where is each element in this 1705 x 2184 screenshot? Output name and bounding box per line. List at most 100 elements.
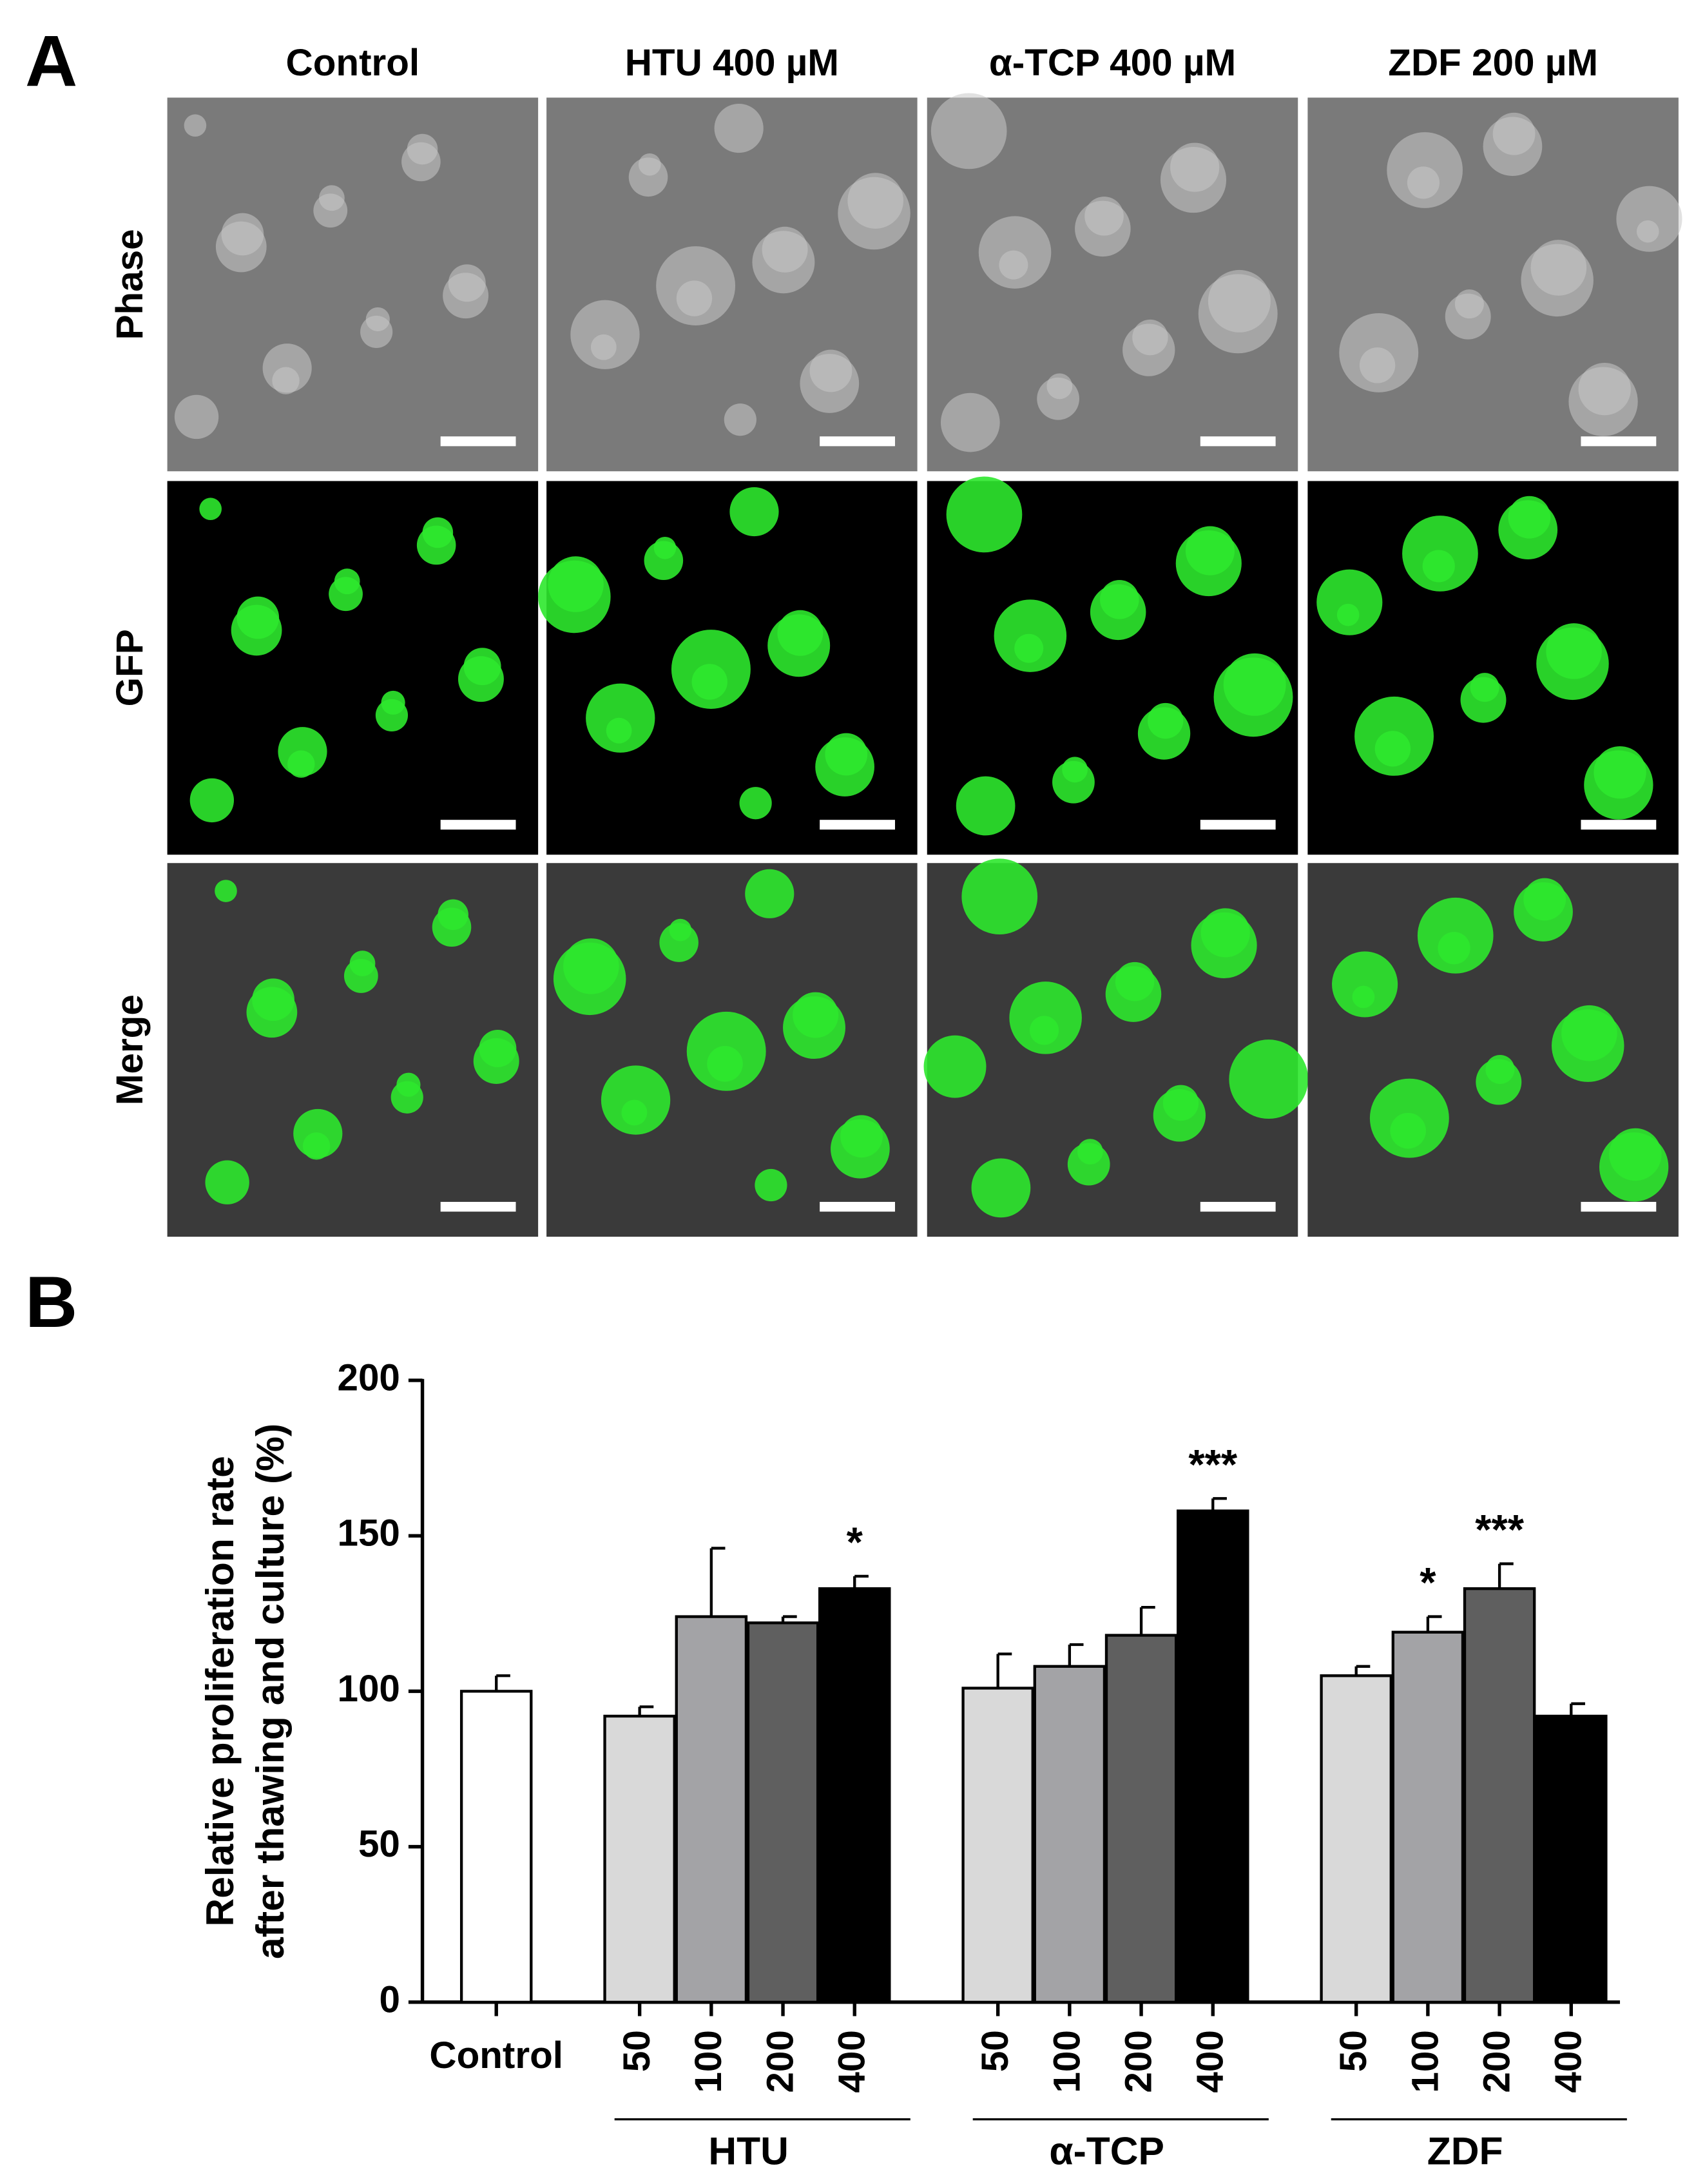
cell-cluster — [762, 226, 808, 273]
scale-bar — [440, 1201, 516, 1212]
cell-cluster — [1492, 112, 1536, 155]
row-label: GFP — [109, 629, 151, 706]
cell-cluster — [319, 185, 345, 211]
y-tick-label: 0 — [379, 1978, 400, 2020]
scale-bar — [440, 820, 516, 830]
cell-cluster — [1316, 569, 1383, 635]
bar — [459, 1690, 533, 2004]
cell-cluster — [334, 568, 360, 595]
x-tick-label: Control — [429, 2034, 563, 2076]
cell-cluster — [1387, 132, 1463, 208]
cell-cluster — [825, 733, 868, 776]
column-header: HTU 400 µM — [625, 42, 839, 84]
y-axis-label: after thawing and culture (%) — [248, 1424, 292, 1959]
bar — [1320, 1674, 1392, 2004]
cell-cluster — [714, 103, 764, 153]
cell-cluster — [1530, 240, 1587, 296]
cell-cluster — [1546, 623, 1602, 679]
cell-cluster — [1115, 962, 1155, 1001]
x-tick-label: 200 — [759, 2030, 801, 2092]
x-tick-label: 50 — [1333, 2030, 1374, 2072]
cell-cluster — [1062, 757, 1088, 783]
y-axis-label: Relative proliferation rate — [198, 1456, 242, 1926]
cell-cluster — [252, 978, 294, 1021]
cell-cluster — [1609, 1128, 1662, 1181]
cell-cluster — [262, 343, 312, 393]
cell-cluster — [1046, 373, 1073, 400]
cell-cluster — [739, 787, 772, 820]
cell-cluster — [438, 899, 468, 931]
cell-cluster — [1208, 269, 1271, 333]
group-label: α-TCP — [1049, 2129, 1164, 2173]
x-tick-label: 400 — [1190, 2030, 1231, 2092]
cell-cluster — [755, 1168, 787, 1202]
scale-bar — [1581, 1201, 1657, 1212]
cell-cluster — [236, 596, 280, 639]
cell-cluster — [724, 403, 756, 436]
bar — [603, 1714, 676, 2004]
cell-cluster — [994, 599, 1067, 672]
y-tick-label: 150 — [337, 1512, 400, 1554]
cell-cluster — [1561, 1005, 1617, 1061]
cell-cluster — [745, 869, 795, 918]
cell-cluster — [1508, 496, 1551, 539]
cell-cluster — [1616, 186, 1682, 252]
cell-cluster — [809, 349, 852, 392]
cell-cluster — [199, 498, 222, 521]
column-header: ZDF 200 µM — [1388, 42, 1598, 84]
cell-cluster — [840, 1115, 883, 1158]
cell-cluster — [548, 556, 604, 612]
x-tick-label: 100 — [688, 2030, 729, 2092]
panel-label: A — [25, 21, 77, 102]
bar — [1463, 1587, 1536, 2004]
cell-cluster — [1009, 981, 1082, 1054]
y-tick-label: 100 — [337, 1668, 400, 1710]
bar — [1104, 1634, 1178, 2004]
significance: *** — [1188, 1441, 1238, 1488]
x-tick-label: 100 — [1046, 2030, 1088, 2092]
cell-cluster — [971, 1158, 1031, 1218]
cell-cluster — [563, 938, 619, 994]
cell-cluster — [956, 776, 1016, 836]
bar — [1535, 1714, 1608, 2004]
cell-cluster — [448, 264, 486, 302]
cell-cluster — [189, 778, 235, 823]
cell-cluster — [479, 1030, 517, 1067]
bar — [746, 1621, 820, 2004]
cell-cluster — [1148, 702, 1184, 739]
bar — [961, 1686, 1034, 2004]
x-tick-label: 50 — [974, 2030, 1016, 2072]
cell-cluster — [1339, 313, 1419, 392]
cell-cluster — [215, 880, 237, 902]
cell-cluster — [1077, 1139, 1103, 1165]
cell-cluster — [1100, 580, 1139, 619]
cell-cluster — [1523, 878, 1566, 921]
cell-cluster — [1332, 951, 1398, 1018]
cell-cluster — [174, 394, 219, 440]
scale-bar — [1581, 436, 1657, 447]
cell-cluster — [793, 992, 839, 1038]
cell-cluster — [1369, 1078, 1449, 1158]
cell-cluster — [1223, 653, 1286, 716]
cell-cluster — [930, 93, 1007, 169]
cell-cluster — [463, 648, 501, 686]
cell-cluster — [293, 1108, 343, 1159]
cell-cluster — [221, 213, 264, 256]
cell-cluster — [1417, 897, 1494, 974]
scale-bar — [1200, 1201, 1276, 1212]
cell-cluster — [205, 1160, 249, 1204]
group-label: HTU — [708, 2129, 788, 2173]
bar — [1391, 1630, 1465, 2004]
cell-cluster — [278, 727, 327, 777]
column-header: Control — [286, 42, 420, 84]
cell-cluster — [638, 153, 661, 176]
cell-cluster — [978, 216, 1052, 289]
bar — [1177, 1509, 1249, 2004]
x-tick-label: 200 — [1117, 2030, 1159, 2092]
significance: * — [1420, 1559, 1436, 1606]
cell-cluster — [396, 1072, 421, 1097]
cell-cluster — [946, 476, 1023, 553]
scale-bar — [1581, 820, 1657, 830]
scale-bar — [820, 820, 895, 830]
cell-cluster — [923, 1035, 987, 1098]
